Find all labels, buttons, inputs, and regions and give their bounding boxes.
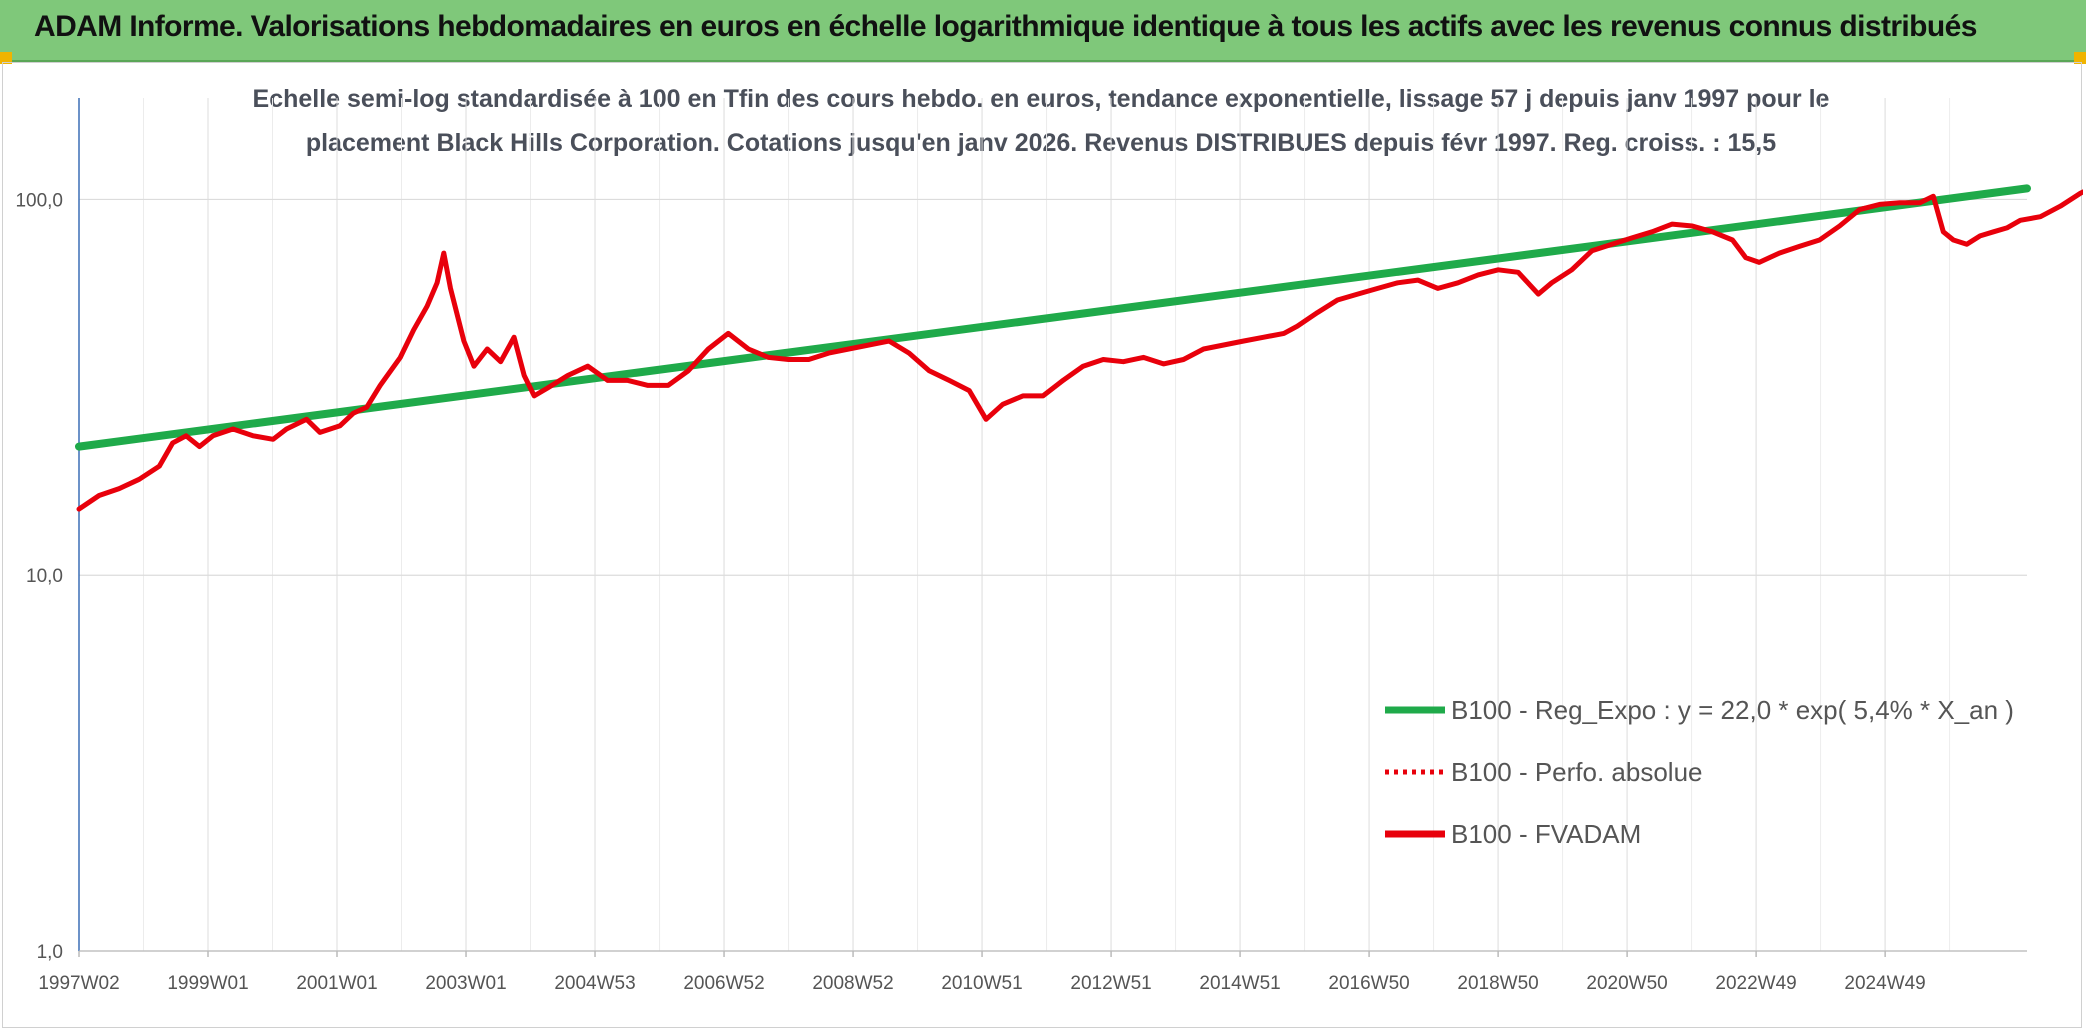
axes: 1997W02 1999W01 2001W01 2003W01 2004W53 2006W… xyxy=(15,98,2027,994)
x-tick-label: 2024W49 xyxy=(1844,973,1925,994)
y-tick-label: 10,0 xyxy=(26,566,63,587)
x-tick-label: 2010W51 xyxy=(941,973,1022,994)
legend-item-regression-label: B100 - Reg_Expo : y = 22,0 * exp( 5,4% *… xyxy=(1451,695,2014,725)
legend: B100 - Reg_Expo : y = 22,0 * exp( 5,4% *… xyxy=(1385,695,2014,849)
corner-marker-left xyxy=(0,52,12,64)
legend-item-perfo-absolue-label: B100 - Perfo. absolue xyxy=(1451,757,1703,787)
chart-subtitle-line-2: placement Black Hills Corporation. Cotat… xyxy=(306,129,1776,157)
regression-line xyxy=(75,184,2031,451)
x-tick-label: 2012W51 xyxy=(1070,973,1151,994)
x-tick-label: 2014W51 xyxy=(1199,973,1280,994)
x-tick-label: 2016W50 xyxy=(1328,973,1409,994)
x-tick-label: 2003W01 xyxy=(425,973,506,994)
y-tick-label: 100,0 xyxy=(15,190,63,211)
report-title: ADAM Informe. Valorisations hebdomadaire… xyxy=(34,10,1977,43)
corner-marker-right xyxy=(2074,52,2086,64)
report-header: ADAM Informe. Valorisations hebdomadaire… xyxy=(0,0,2086,62)
x-tick-label: 2020W50 xyxy=(1586,973,1667,994)
chart-subtitle-line-1: Echelle semi-log standardisée à 100 en T… xyxy=(253,85,1830,113)
x-tick-label: 1997W02 xyxy=(38,973,119,994)
x-tick-label: 1999W01 xyxy=(167,973,248,994)
legend-item-fvadam-label: B100 - FVADAM xyxy=(1451,819,1641,849)
x-tick-label: 2022W49 xyxy=(1715,973,1796,994)
x-tick-label: 2008W52 xyxy=(812,973,893,994)
y-tick-label: 1,0 xyxy=(37,942,63,963)
fvadam-series-line xyxy=(76,189,2083,512)
x-tick-label: 2001W01 xyxy=(296,973,377,994)
line-chart: Echelle semi-log standardisée à 100 en T… xyxy=(15,85,2083,994)
x-tick-label: 2006W52 xyxy=(683,973,764,994)
x-tick-label: 2004W53 xyxy=(554,973,635,994)
series-group xyxy=(75,184,2083,512)
grid-lines xyxy=(79,98,2027,952)
chart-area: Echelle semi-log standardisée à 100 en T… xyxy=(2,62,2083,1028)
x-tick-label: 2018W50 xyxy=(1457,973,1538,994)
